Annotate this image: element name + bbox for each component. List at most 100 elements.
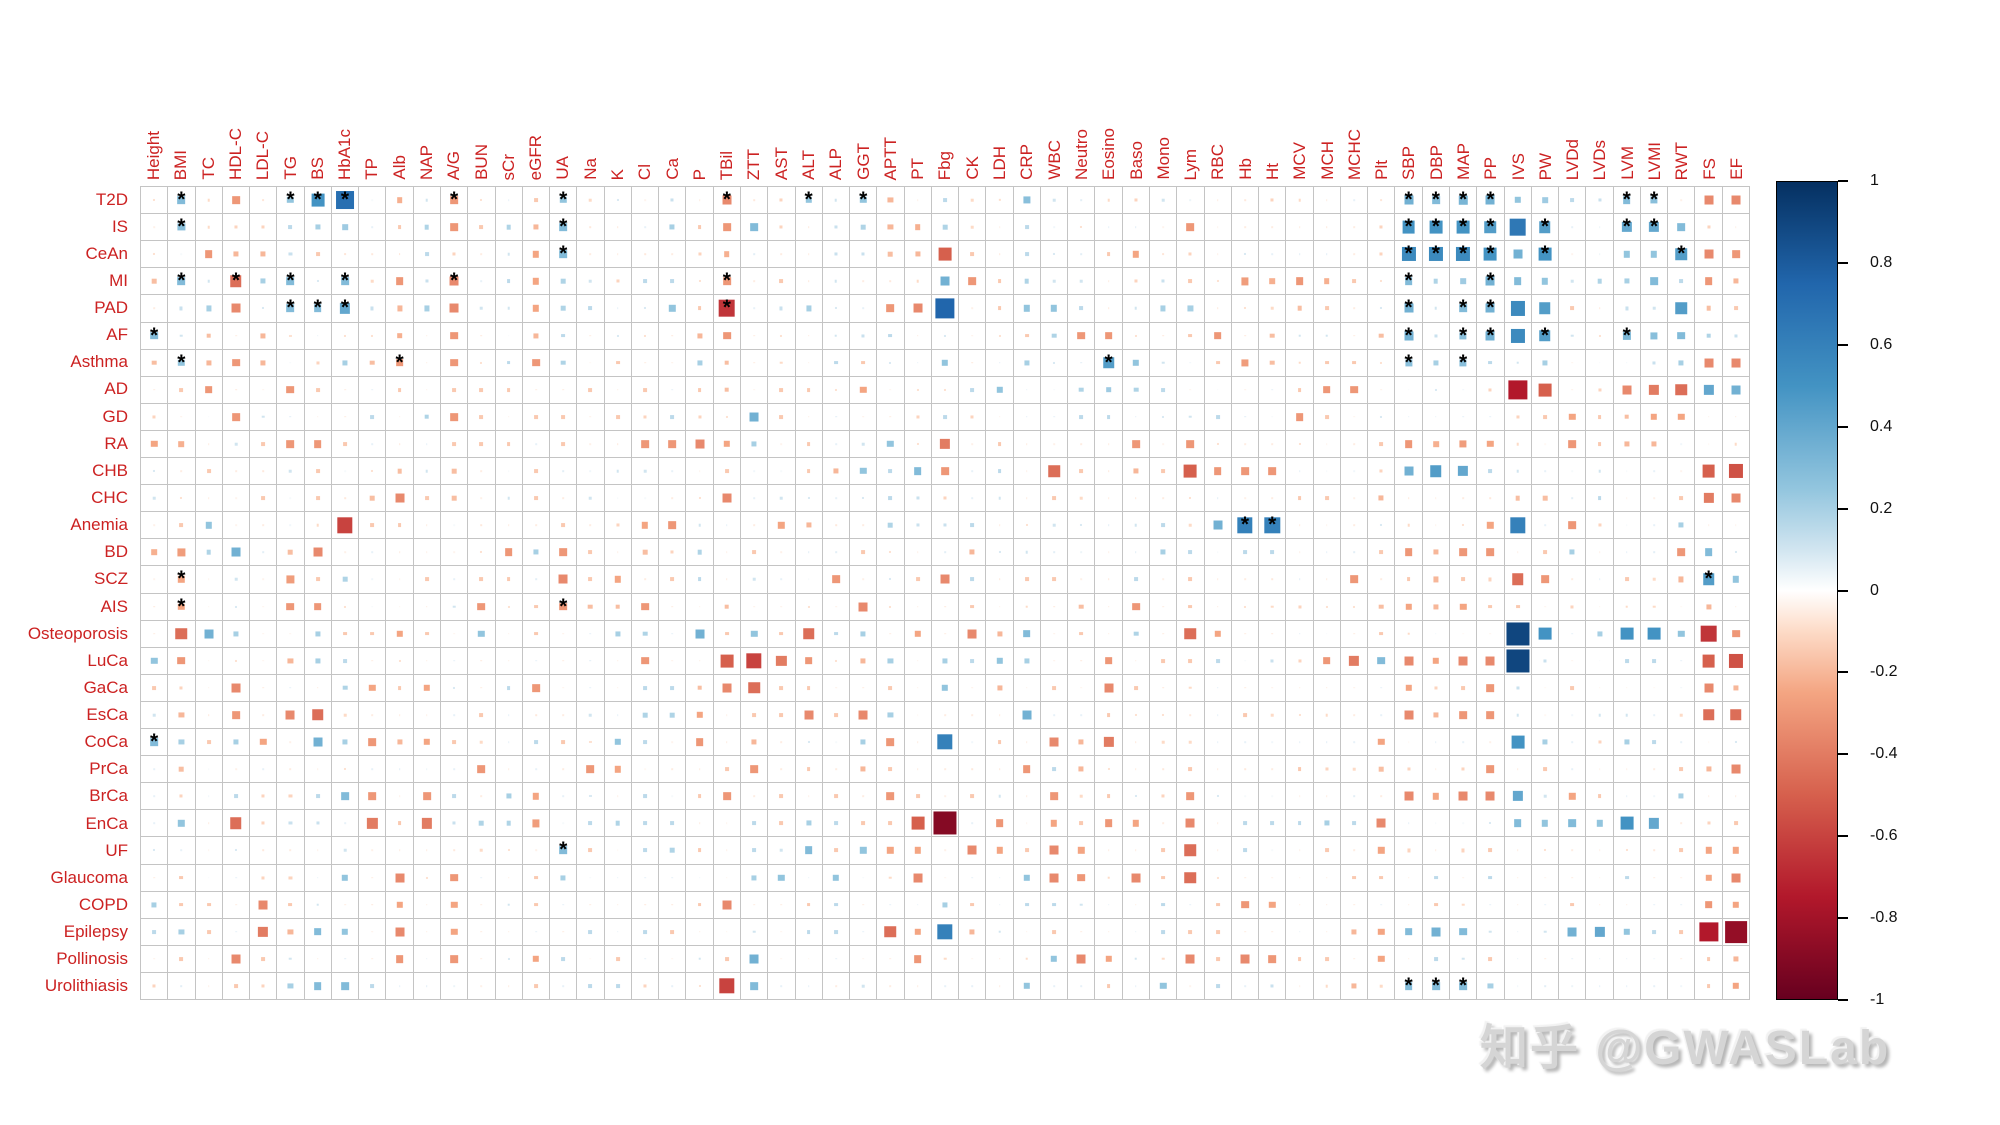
heatmap-cell: [713, 376, 741, 404]
heatmap-cell: [768, 539, 796, 567]
correlation-square: [153, 795, 155, 798]
heatmap-cell: [1313, 945, 1341, 973]
heatmap-cell: [740, 864, 769, 892]
correlation-square: [315, 224, 321, 230]
heatmap-cell: [1122, 268, 1151, 296]
heatmap-cell: [1095, 837, 1123, 865]
heatmap-cell: [1095, 783, 1123, 811]
correlation-square: [1459, 982, 1467, 990]
heatmap-cell: *: [1450, 322, 1478, 350]
heatmap-cell: [1313, 214, 1341, 242]
heatmap-cell: [1013, 918, 1041, 946]
correlation-square: [506, 577, 511, 582]
heatmap-cell: [386, 918, 414, 946]
heatmap-cell: [986, 647, 1014, 675]
correlation-square: [807, 985, 810, 987]
heatmap-cell: [986, 268, 1014, 296]
heatmap-cell: [604, 647, 632, 675]
correlation-square: [996, 386, 1003, 393]
heatmap-cell: [304, 512, 332, 540]
heatmap-cell: [440, 864, 469, 892]
correlation-square: [1432, 982, 1440, 990]
heatmap-cell: [877, 972, 905, 1000]
correlation-square: [1026, 470, 1028, 472]
heatmap-cell: [850, 268, 878, 296]
correlation-square: [834, 388, 837, 391]
correlation-square: [1216, 578, 1219, 581]
heatmap-cell: [468, 349, 496, 377]
correlation-square: [835, 985, 837, 987]
heatmap-cell: [986, 403, 1014, 431]
correlation-square: [315, 631, 321, 637]
col-label-alt: ALT: [799, 150, 819, 180]
correlation-square: [1188, 252, 1192, 256]
heatmap-cell: [631, 729, 660, 757]
correlation-square: [561, 523, 566, 528]
heatmap-cell: [1695, 918, 1723, 946]
heatmap-cell: [577, 295, 605, 323]
heatmap-cell: *: [168, 349, 196, 377]
correlation-square: [671, 795, 674, 798]
heatmap-cell: [822, 701, 851, 729]
heatmap-cell: [1068, 783, 1096, 811]
correlation-square: [1298, 849, 1301, 852]
heatmap-cell: [1340, 241, 1369, 269]
heatmap-cell: [904, 485, 932, 513]
heatmap-cell: [877, 756, 905, 784]
heatmap-cell: [931, 512, 960, 540]
correlation-square: [1571, 741, 1574, 743]
correlation-square: [234, 605, 237, 608]
correlation-square: [935, 298, 955, 319]
correlation-square: [779, 279, 784, 284]
correlation-square: [833, 631, 838, 636]
heatmap-cell: [1286, 566, 1314, 594]
heatmap-cell: [795, 403, 823, 431]
correlation-square: [179, 306, 183, 310]
correlation-square: [1216, 822, 1219, 825]
heatmap-cell: [904, 891, 932, 919]
heatmap-cell: [1259, 701, 1287, 729]
correlation-square: [641, 522, 649, 529]
correlation-square: [1298, 470, 1301, 472]
heatmap-cell: [1368, 187, 1396, 215]
heatmap-cell: [904, 729, 932, 757]
heatmap-cell: [386, 512, 414, 540]
correlation-square: [424, 496, 429, 501]
correlation-square: [1107, 632, 1110, 635]
correlation-square: [479, 713, 484, 717]
heatmap-cell: [1068, 485, 1096, 513]
heatmap-cell: [604, 376, 632, 404]
heatmap-cell: [1613, 972, 1641, 1000]
heatmap-cell: [1586, 349, 1614, 377]
heatmap-cell: [277, 945, 305, 973]
heatmap-cell: *: [168, 566, 196, 594]
correlation-square: [944, 795, 946, 798]
heatmap-cell: [1204, 214, 1232, 242]
correlation-square: [396, 197, 403, 203]
watermark: 知乎 @GWASLab: [1480, 1022, 1891, 1075]
heatmap-cell: [1395, 458, 1423, 486]
heatmap-cell: [495, 430, 523, 458]
correlation-square: [833, 360, 838, 365]
heatmap-cell: [1231, 891, 1260, 919]
correlation-square: [313, 602, 322, 611]
correlation-square: [749, 412, 759, 422]
correlation-square: [1434, 388, 1437, 391]
row-label-luca: LuCa: [87, 650, 128, 670]
heatmap-cell: [386, 701, 414, 729]
heatmap-cell: [1204, 322, 1232, 350]
heatmap-cell: [1531, 268, 1560, 296]
correlation-square: [886, 792, 895, 801]
heatmap-cell: [1640, 241, 1669, 269]
heatmap-cell: [522, 891, 551, 919]
correlation-square: [1428, 247, 1443, 262]
correlation-square: [1049, 873, 1059, 883]
heatmap-cell: [1450, 376, 1478, 404]
heatmap-cell: [931, 376, 960, 404]
correlation-square: [1544, 985, 1546, 987]
heatmap-cell: [659, 187, 687, 215]
correlation-square: [644, 253, 646, 256]
correlation-square: [153, 199, 156, 202]
heatmap-cell: [1668, 756, 1696, 784]
correlation-square: [426, 849, 428, 852]
